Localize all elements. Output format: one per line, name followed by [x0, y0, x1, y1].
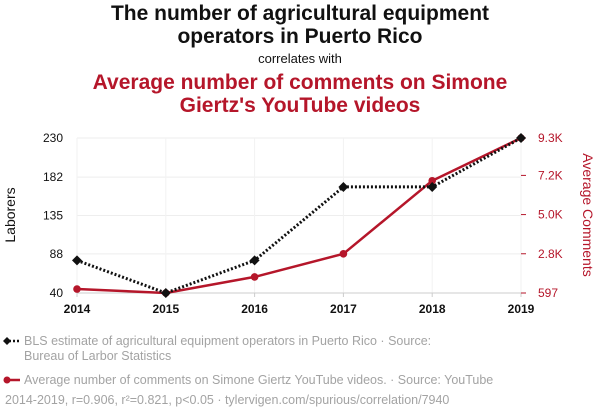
y-tick-left-3: 182: [43, 170, 63, 184]
point-operators-2014: [72, 255, 82, 266]
legend: BLS estimate of agricultural equipment o…: [3, 334, 493, 407]
chart-title-line-2: operators in Puerto Rico: [177, 25, 422, 48]
y-axis-label-left: Laborers: [2, 187, 18, 242]
chart-subtitle-line-2: Giertz's YouTube videos: [180, 94, 421, 117]
legend-swatch-marker-comments: [3, 376, 11, 384]
y-tick-left-1: 88: [50, 247, 64, 261]
y-tick-right-4: 9.3K: [538, 131, 563, 145]
footer-stats: 2014-2019, r=0.906, r²=0.821, p<0.05 · t…: [5, 393, 449, 407]
x-tick-label-4: 2018: [419, 302, 446, 316]
y-tick-right-3: 7.2K: [538, 168, 563, 182]
point-operators-2016: [249, 255, 260, 266]
point-operators-2015: [160, 288, 171, 298]
y-axis-label-right: Average Comments: [580, 153, 596, 276]
y-tick-left-4: 230: [43, 131, 63, 145]
connector-text: correlates with: [258, 51, 342, 66]
legend-text-operators-line-1: BLS estimate of agricultural equipment o…: [24, 334, 431, 348]
legend-text-operators-line-2: Bureau of Larbor Statistics: [24, 349, 171, 363]
point-comments-2018: [428, 176, 437, 185]
point-comments-2017: [339, 249, 348, 258]
point-comments-2016: [250, 273, 259, 281]
y-tick-left-0: 40: [50, 286, 64, 300]
chart-title-line-1: The number of agricultural equipment: [111, 2, 489, 25]
x-tick-label-1: 2015: [152, 302, 179, 316]
point-comments-2014: [73, 285, 81, 293]
x-tick-label-0: 2014: [64, 302, 91, 316]
legend-swatch-marker-operators: [3, 337, 11, 345]
y-tick-right-0: 597: [538, 286, 558, 300]
tick-labels: 40 88 135 182 230 2014 2015 2016 2017 2018 2019597…: [43, 131, 563, 316]
series: [72, 133, 526, 298]
x-tick-label-3: 2017: [330, 302, 357, 316]
series-line-comments: [76, 136, 522, 295]
legend-text-comments: Average number of comments on Simone Gie…: [24, 373, 493, 387]
point-operators-2017: [338, 181, 349, 192]
y-tick-right-2: 5.0K: [538, 208, 563, 222]
x-tick-label-5: 2019: [508, 302, 535, 316]
point-operators-2018: [427, 181, 438, 192]
chart-subtitle-line-1: Average number of comments on Simone: [93, 71, 508, 94]
gridlines: [76, 137, 522, 297]
x-tick-label-2: 2016: [241, 302, 268, 316]
y-tick-right-1: 2.8K: [538, 247, 563, 261]
point-operators-2019: [516, 133, 526, 143]
y-tick-left-2: 135: [43, 209, 63, 223]
